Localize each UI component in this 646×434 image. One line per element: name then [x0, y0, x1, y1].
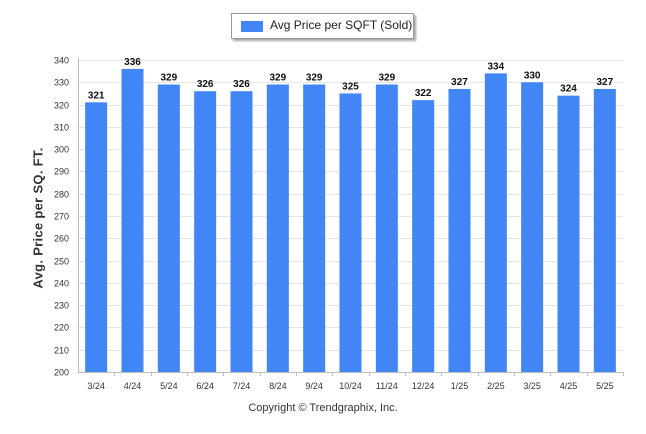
y-tick-label: 230 [54, 301, 69, 311]
x-tick-label: 4/25 [560, 381, 578, 391]
bar [448, 88, 471, 372]
x-tick-label: 1/25 [451, 381, 469, 391]
y-tick-label: 330 [54, 78, 69, 88]
x-tick-label: 12/24 [412, 381, 435, 391]
x-tick-label: 4/24 [124, 381, 142, 391]
data-label: 326 [233, 79, 250, 90]
data-label: 334 [487, 61, 504, 72]
x-tick-label: 9/24 [305, 381, 323, 391]
bar [266, 84, 289, 372]
data-label: 336 [124, 57, 141, 68]
x-tick-label: 7/24 [233, 381, 251, 391]
bar [557, 95, 580, 373]
x-tick-label: 6/24 [196, 381, 214, 391]
x-tick-label: 3/24 [87, 381, 105, 391]
data-label: 325 [342, 81, 359, 92]
x-tick-label: 8/24 [269, 381, 287, 391]
bar [484, 73, 507, 372]
bar [303, 84, 326, 372]
y-tick-label: 200 [54, 368, 69, 378]
x-tick-label: 5/24 [160, 381, 178, 391]
y-tick-label: 260 [54, 234, 69, 244]
data-label: 329 [306, 73, 323, 84]
y-tick-label: 240 [54, 279, 69, 289]
data-label: 330 [524, 70, 541, 81]
bar [85, 102, 108, 372]
bar [521, 82, 544, 373]
x-tick-label: 2/25 [487, 381, 505, 391]
data-label: 327 [596, 77, 613, 88]
y-tick-label: 280 [54, 190, 69, 200]
y-tick-label: 340 [54, 56, 69, 66]
data-label: 329 [378, 73, 395, 84]
y-tick-label: 270 [54, 212, 69, 222]
y-tick-label: 250 [54, 257, 69, 267]
x-tick-label: 11/24 [376, 381, 398, 391]
legend: Avg Price per SQFT (Sold) [231, 13, 414, 39]
bar [157, 84, 180, 372]
data-label: 324 [560, 84, 577, 95]
y-tick-label: 210 [54, 346, 69, 356]
x-tick-label: 3/25 [523, 381, 541, 391]
bar [339, 93, 362, 372]
bar [375, 84, 398, 372]
y-tick-label: 220 [54, 323, 69, 333]
x-tick-label: 10/24 [339, 381, 362, 391]
bar [412, 100, 435, 372]
y-tick-label: 300 [54, 145, 69, 155]
data-label: 322 [415, 88, 432, 99]
bar [194, 91, 217, 372]
legend-swatch [241, 21, 263, 32]
y-tick-label: 320 [54, 101, 69, 111]
y-axis-title: Avg. Price per SQ. FT. [30, 147, 46, 289]
data-label: 321 [88, 90, 105, 101]
data-label: 327 [451, 77, 468, 88]
copyright-text: Copyright © Trendgraphix, Inc. [248, 402, 398, 414]
data-label: 329 [269, 73, 286, 84]
bar [230, 91, 253, 372]
bar [593, 88, 616, 372]
y-tick-label: 310 [54, 123, 69, 133]
data-label: 326 [197, 79, 214, 90]
y-tick-label: 290 [54, 167, 69, 177]
data-label: 329 [160, 73, 177, 84]
legend-label: Avg Price per SQFT (Sold) [270, 18, 413, 32]
x-tick-label: 5/25 [596, 381, 614, 391]
bar [121, 68, 144, 373]
